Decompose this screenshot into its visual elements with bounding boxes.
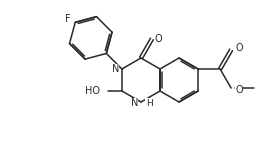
Text: F: F [65, 14, 70, 24]
Text: N: N [130, 98, 138, 108]
Text: N: N [112, 64, 119, 74]
Text: O: O [235, 85, 243, 95]
Text: H: H [146, 99, 153, 108]
Text: O: O [155, 34, 162, 44]
Text: HO: HO [85, 86, 100, 96]
Text: O: O [235, 43, 243, 53]
